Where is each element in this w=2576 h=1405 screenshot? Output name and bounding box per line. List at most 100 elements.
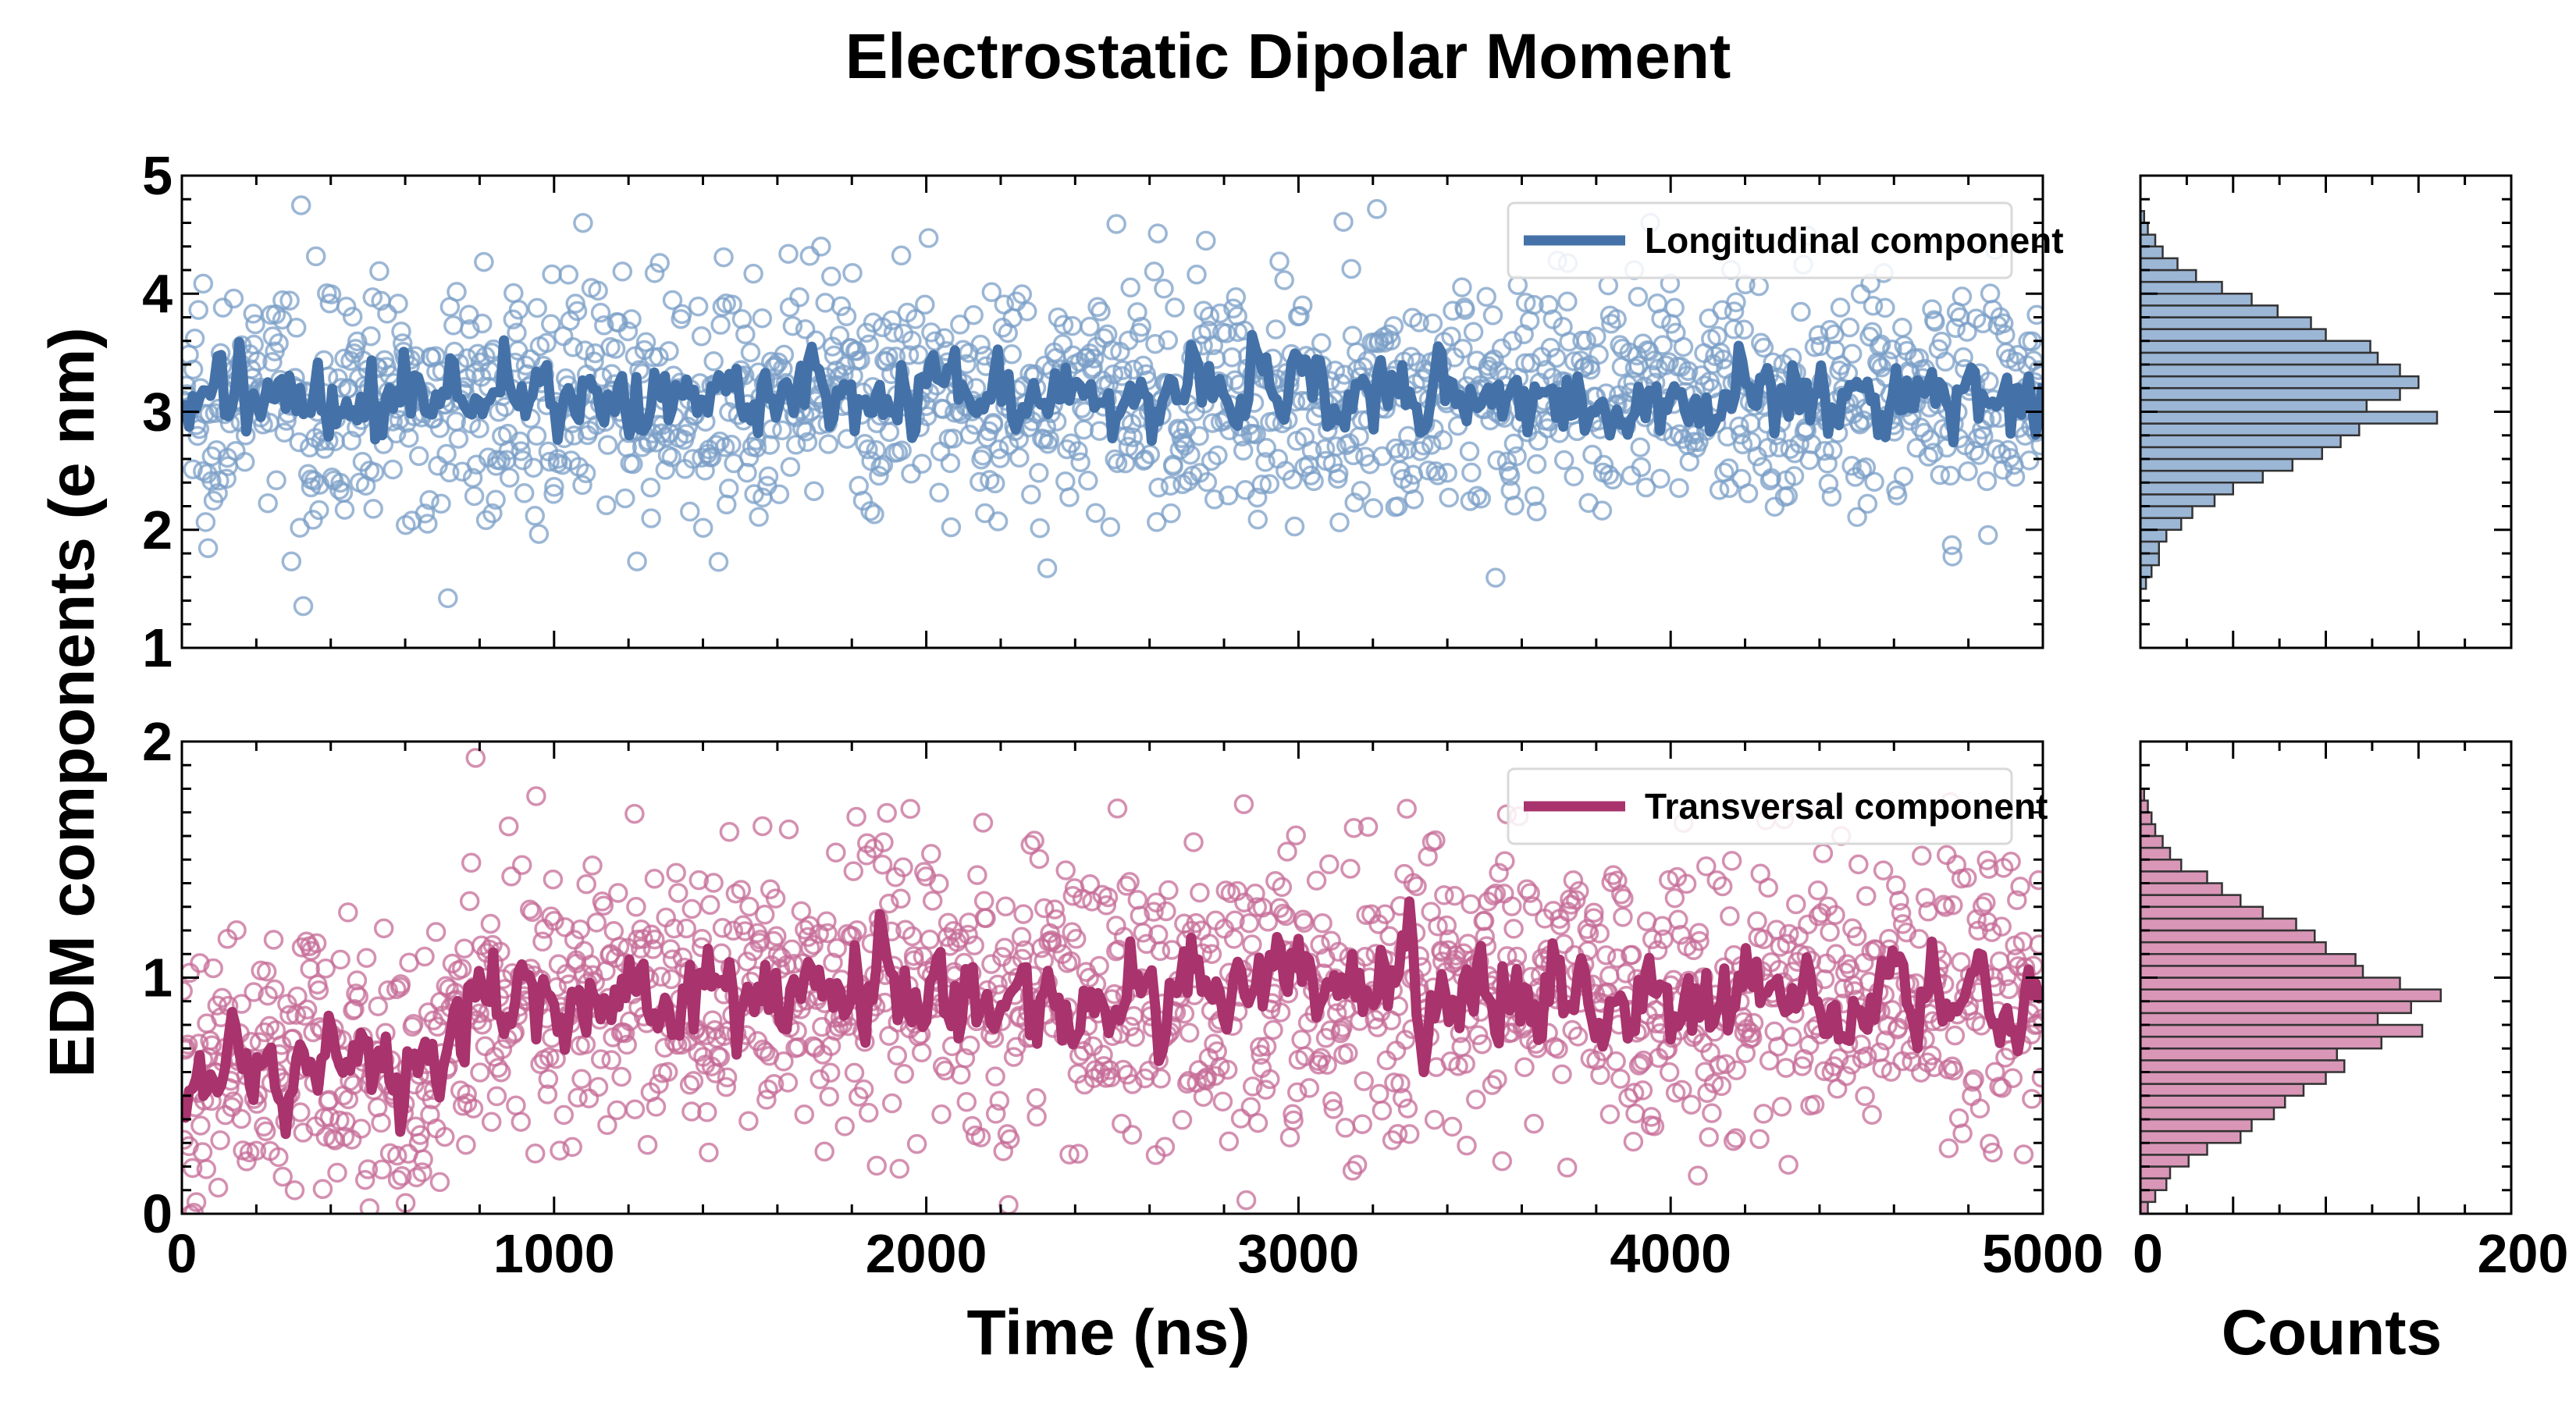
hist-bar (2139, 870, 2208, 884)
scatter-point (1943, 1060, 1964, 1081)
scatter-point (1528, 431, 1549, 451)
scatter-point (1002, 344, 1022, 365)
hist-bar (2139, 269, 2197, 283)
scatter-point (427, 1016, 448, 1037)
scatter-point (511, 441, 532, 461)
scatter-point (1771, 1097, 1792, 1117)
scatter-point (234, 451, 255, 472)
scatter-point (588, 1076, 609, 1097)
scatter-point (644, 263, 665, 283)
scatter-point (637, 1134, 658, 1155)
scatter-point (951, 1065, 971, 1085)
scatter-point (279, 290, 300, 311)
scatter-point (2001, 852, 2021, 872)
scatter-point (354, 1169, 375, 1190)
scatter-point (1606, 1051, 1626, 1072)
scatter-point (1627, 345, 1647, 366)
scatter-point (2029, 934, 2043, 955)
scatter-point (1328, 463, 1349, 484)
scatter-point (955, 1048, 976, 1069)
scatter-point (817, 911, 837, 932)
scatter-point (1222, 347, 1242, 368)
scatter-point (296, 931, 317, 952)
scatter-point (281, 551, 302, 572)
scatter-point (697, 1102, 717, 1122)
scatter-point (1891, 902, 1912, 923)
scatter-point (1641, 1107, 1662, 1127)
scatter-point (1155, 1136, 1176, 1158)
scatter-point (716, 1076, 737, 1097)
scatter-point (1120, 1016, 1140, 1037)
scatter-point (1242, 1076, 1263, 1097)
scatter-point (754, 905, 775, 925)
scatter-point (231, 994, 252, 1014)
scatter-point (863, 312, 884, 333)
scatter-point (1120, 277, 1140, 298)
scatter-point (371, 1112, 391, 1133)
scatter-point (1857, 493, 1878, 514)
scatter-point (525, 1144, 546, 1164)
scatter-point (1841, 343, 1863, 364)
scatter-point (399, 428, 419, 448)
scatter-point (451, 959, 472, 979)
scatter-point (1144, 261, 1165, 282)
scatter-point (567, 301, 588, 322)
scatter-point (1180, 444, 1201, 465)
scatter-point (929, 873, 949, 894)
scatter-point (372, 1159, 393, 1180)
scatter-point (2013, 1144, 2034, 1165)
scatter-point (308, 980, 329, 1001)
scatter-point (1998, 979, 2019, 1000)
scatter-point (1441, 326, 1461, 347)
scatter-point (1225, 370, 1245, 390)
scatter-point (963, 304, 984, 325)
scatter-point (1052, 334, 1073, 354)
scatter-point (956, 1091, 977, 1112)
scatter-point (182, 1034, 198, 1055)
scatter-point (1061, 951, 1081, 972)
scatter-point (1935, 897, 1956, 917)
scatter-point (590, 1049, 611, 1069)
scatter-point (1256, 1036, 1277, 1057)
scatter-point (712, 918, 733, 938)
scatter-point (1322, 1091, 1343, 1112)
scatter-point (646, 1097, 667, 1117)
hist-bar (2139, 988, 2442, 1002)
scatter-point (1119, 872, 1140, 892)
scatter-point (1911, 1062, 1931, 1083)
scatter-point (859, 334, 879, 355)
scatter-point (1653, 335, 1673, 355)
scatter-point (408, 446, 429, 467)
scatter-point (641, 508, 661, 528)
scatter-point (1310, 934, 1330, 955)
scatter-point (1875, 297, 1895, 318)
scatter-point (1862, 1104, 1882, 1125)
scatter-point (626, 897, 646, 917)
scatter-point (627, 551, 647, 571)
scatter-point (1713, 349, 1734, 370)
scatter-point (959, 1035, 980, 1056)
scatter-point (231, 1108, 251, 1129)
scatter-point (772, 420, 792, 441)
scatter-point (208, 1177, 229, 1198)
hist-bar (2139, 422, 2361, 436)
scatter-point (1503, 433, 1525, 454)
scatter-point (829, 325, 850, 346)
scatter-point (1726, 1128, 1746, 1148)
scatter-point (738, 1111, 759, 1131)
hist-bar (2139, 493, 2216, 507)
scatter-point (306, 933, 327, 954)
scatter-point (931, 1104, 952, 1125)
scatter-point (883, 322, 904, 343)
scatter-point (719, 822, 740, 842)
scatter-point (435, 1126, 455, 1147)
scatter-point (1931, 331, 1952, 352)
scatter-point (256, 961, 277, 982)
scatter-point (1668, 909, 1688, 930)
scatter-point (721, 434, 742, 455)
scatter-point (1830, 297, 1851, 318)
scatter-point (1283, 1104, 1303, 1124)
scatter-point (611, 1066, 632, 1087)
scatter-point (588, 280, 608, 301)
scatter-point (1424, 1109, 1445, 1130)
